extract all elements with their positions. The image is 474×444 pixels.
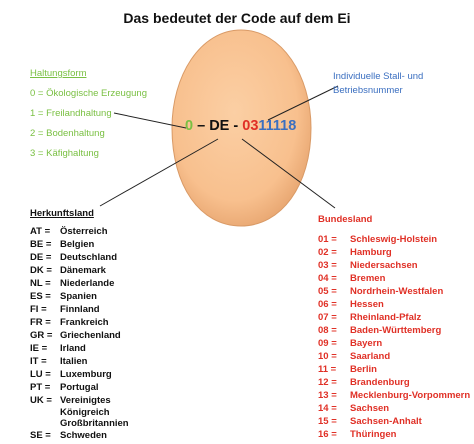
betrieb-label-line1: Individuelle Stall- und	[333, 71, 424, 82]
diagram-title: Das bedeutet der Code auf dem Ei	[123, 10, 351, 26]
haltungsform-heading: Haltungsform	[30, 68, 87, 79]
herkunftsland-heading: Herkunftsland	[30, 208, 94, 219]
code-sep1: –	[193, 118, 210, 134]
betrieb-label-line2: Betriebsnummer	[333, 85, 403, 96]
connector-herkunft	[99, 138, 219, 207]
bundesland-heading: Bundesland	[318, 214, 373, 225]
haltungsform-item: 3 = Käfighaltung	[30, 148, 99, 159]
connector-bundesland	[241, 138, 336, 209]
connector-haltung	[113, 112, 187, 129]
haltungsform-item: 0 = Ökologische Erzeugung	[30, 88, 147, 99]
egg-shape	[171, 29, 312, 227]
haltungsform-item: 2 = Bodenhaltung	[30, 128, 105, 139]
code-sep2: -	[229, 118, 243, 134]
code-bundesland: 03	[242, 118, 259, 134]
code-haltung: 0	[185, 118, 194, 134]
haltungsform-item: 1 = Freilandhaltung	[30, 108, 112, 119]
egg-code: 0 – DE - 0311118	[185, 118, 296, 134]
connector-betrieb	[267, 85, 339, 121]
code-betrieb: 11118	[258, 118, 297, 134]
code-land: DE	[209, 118, 230, 134]
